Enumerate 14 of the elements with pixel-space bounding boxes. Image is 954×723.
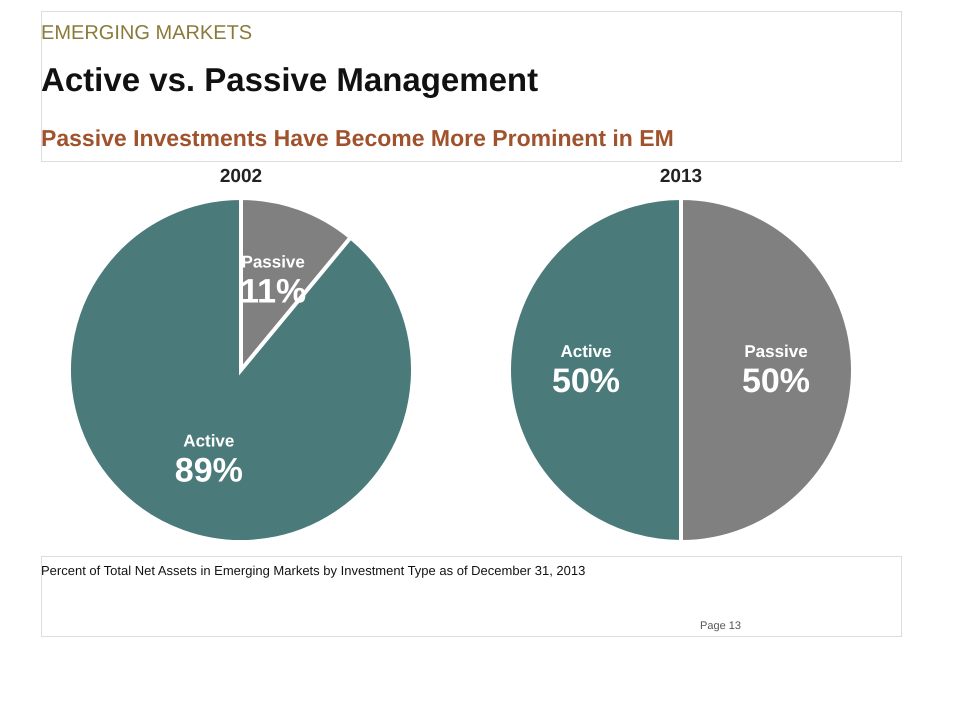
text: Page 13 (700, 620, 741, 632)
text: Passive Investments Have Become More Prominent in EM (41, 125, 674, 151)
text: Percent of Total Net Assets in Emerging Markets by Investment Type as of December 31, 2013 (41, 563, 586, 578)
chart-title: 2002 (220, 166, 262, 187)
text: Active vs. Passive Management (41, 61, 538, 98)
text: EMERGING MARKETS (41, 22, 252, 44)
chart-title: 2013 (660, 166, 702, 187)
data-label: 89% (174, 451, 243, 490)
data-label: 50% (552, 362, 620, 400)
data-label: 50% (742, 362, 810, 400)
slice-label: Active (183, 431, 234, 450)
slice-label: Passive (744, 342, 808, 361)
slice-label: Active (560, 342, 612, 361)
slice-label: Passive (242, 252, 305, 272)
